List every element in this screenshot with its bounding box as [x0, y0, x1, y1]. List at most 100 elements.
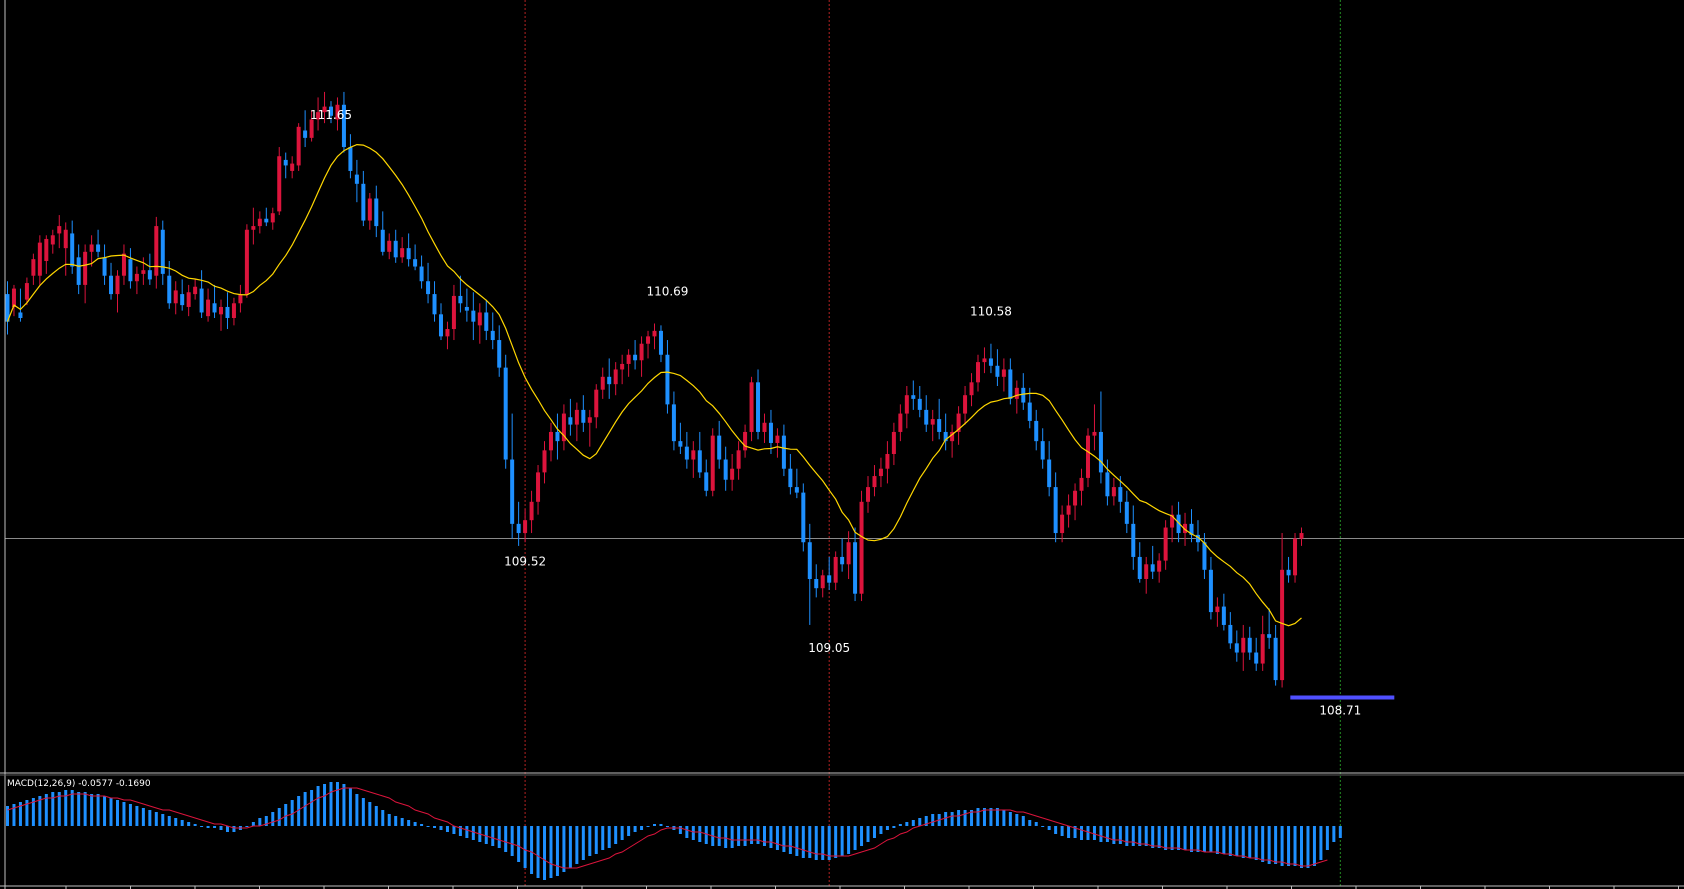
candle: [542, 441, 547, 484]
macd-histogram-bar: [885, 826, 889, 830]
macd-histogram-bar: [342, 784, 346, 826]
candle-body: [827, 575, 832, 583]
candle: [128, 248, 133, 289]
macd-histogram-bar: [323, 784, 327, 826]
candle-body: [354, 174, 359, 184]
macd-histogram-bar: [109, 798, 113, 826]
candle: [225, 292, 230, 330]
candle-body: [296, 126, 301, 166]
macd-histogram-bar: [769, 826, 773, 848]
candle: [717, 420, 722, 469]
candle-body: [1137, 556, 1142, 579]
candle-body: [1163, 527, 1168, 561]
macd-histogram-bar: [348, 788, 352, 826]
macd-histogram-bar: [698, 826, 702, 842]
candle-body: [464, 306, 469, 311]
candle: [691, 441, 696, 478]
macd-histogram-bar: [374, 806, 378, 826]
candle: [354, 159, 359, 203]
candle-body: [83, 251, 88, 285]
candle: [1157, 553, 1162, 583]
macd-histogram-bar: [510, 826, 514, 856]
candle-body: [555, 431, 560, 442]
macd-histogram-bar: [57, 792, 61, 826]
candle-body: [147, 270, 152, 280]
candle: [768, 409, 773, 455]
candle: [1228, 612, 1233, 649]
macd-histogram-bar: [1248, 826, 1252, 858]
candle-body: [134, 273, 139, 282]
macd-histogram-bar: [795, 826, 799, 856]
macd-histogram-bar: [25, 800, 29, 826]
candle: [814, 564, 819, 598]
macd-histogram-bar: [1021, 816, 1025, 826]
candle-body: [219, 306, 224, 315]
macd-histogram-bar: [148, 810, 152, 826]
candle-body: [833, 556, 838, 583]
macd-histogram-bar: [1202, 826, 1206, 852]
candle-body: [574, 409, 579, 425]
candle-body: [225, 306, 230, 318]
candle: [264, 207, 269, 227]
macd-histogram-bar: [1293, 826, 1297, 866]
macd-histogram-bar: [1131, 826, 1135, 846]
candle-body: [1124, 501, 1129, 524]
candle-body: [548, 431, 553, 451]
macd-histogram-bar: [1028, 820, 1032, 826]
candle: [270, 207, 275, 230]
candle: [950, 424, 955, 458]
candle: [419, 255, 424, 289]
candle: [846, 531, 851, 579]
candle-body: [264, 218, 269, 223]
macd-histogram-bar: [976, 808, 980, 826]
candle-body: [620, 363, 625, 370]
candle: [477, 303, 482, 344]
candle: [665, 340, 670, 414]
candle: [853, 527, 858, 602]
candle-body: [63, 229, 68, 249]
macd-histogram-bar: [200, 826, 204, 827]
macd-histogram-bar: [555, 826, 559, 876]
macd-histogram-bar: [504, 826, 508, 852]
candle-body: [341, 104, 346, 148]
macd-histogram-bar: [310, 790, 314, 826]
macd-histogram-bar: [717, 826, 721, 846]
candle-body: [1105, 472, 1110, 497]
macd-histogram-bar: [821, 826, 825, 860]
candle: [801, 483, 806, 552]
candle: [141, 257, 146, 285]
macd-histogram-bar: [355, 794, 359, 826]
candle: [878, 457, 883, 488]
macd-histogram-bar: [1054, 826, 1058, 834]
macd-histogram-bar: [982, 808, 986, 826]
candle: [1170, 505, 1175, 543]
candle-body: [257, 218, 262, 227]
candle: [1066, 494, 1071, 528]
candle-body: [199, 288, 204, 313]
candle: [1092, 404, 1097, 451]
candle: [316, 97, 321, 131]
candle-body: [691, 450, 696, 460]
macd-histogram-bar: [77, 792, 81, 826]
macd-histogram-bar: [743, 826, 747, 846]
moving-average-line: [6, 143, 1302, 627]
candle: [1034, 409, 1039, 451]
candle-body: [1299, 533, 1304, 539]
macd-histogram-bar: [775, 826, 779, 850]
candle: [445, 321, 450, 350]
candle: [684, 431, 689, 469]
macd-histogram-bar: [1157, 826, 1161, 848]
candle-body: [1195, 534, 1200, 543]
macd-histogram-bar: [1170, 826, 1174, 850]
candle-body: [231, 303, 236, 318]
candle: [1234, 630, 1239, 662]
macd-histogram-bar: [439, 826, 443, 830]
candle-body: [490, 330, 495, 341]
candle-body: [930, 419, 935, 425]
candle: [736, 441, 741, 480]
candle: [154, 216, 159, 289]
candle-body: [102, 257, 107, 276]
candle: [413, 244, 418, 271]
